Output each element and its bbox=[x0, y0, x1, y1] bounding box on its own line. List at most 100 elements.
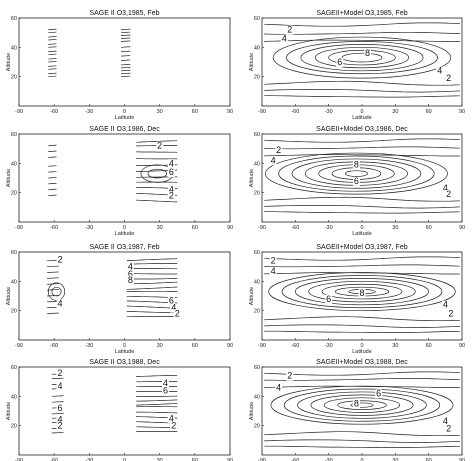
contour-line bbox=[48, 72, 57, 75]
contour-line bbox=[48, 36, 57, 38]
contour-line bbox=[264, 146, 460, 150]
x-tick-label: 0 bbox=[360, 109, 363, 115]
x-tick-label: -30 bbox=[85, 343, 93, 349]
x-tick-label: 60 bbox=[192, 458, 198, 461]
contour-label: 2 bbox=[446, 424, 451, 434]
contour-label: 2 bbox=[446, 73, 451, 83]
x-tick-label: 0 bbox=[360, 458, 363, 461]
x-axis-label: Latitude bbox=[115, 349, 135, 355]
contour-line bbox=[48, 177, 57, 179]
x-tick-label: -90 bbox=[15, 225, 23, 231]
contour-line bbox=[51, 395, 64, 397]
x-tick-label: -30 bbox=[325, 458, 333, 461]
contour-line bbox=[120, 66, 131, 69]
contour-line bbox=[344, 170, 368, 177]
x-tick-label: 90 bbox=[227, 458, 233, 461]
contour-line bbox=[48, 65, 57, 67]
contour-label: 2 bbox=[287, 371, 292, 381]
contour-line bbox=[47, 265, 59, 268]
contour-line bbox=[264, 138, 460, 143]
contour-line bbox=[264, 272, 460, 275]
x-tick-label: 0 bbox=[123, 458, 126, 461]
contour-line bbox=[341, 52, 383, 63]
contour-line bbox=[48, 188, 57, 191]
panel-title: SAGEII+Model O3,1987, Feb bbox=[316, 244, 407, 251]
y-tick-label: 40 bbox=[254, 394, 260, 400]
contour-label: 4 bbox=[128, 262, 133, 272]
contour-label: 8 bbox=[365, 48, 370, 58]
contour-label: 4 bbox=[276, 382, 281, 392]
panel-4: SAGEII+Model O3,1986, Dec -90 -60 -30 0 30 60 9… bbox=[249, 126, 465, 237]
contour-label-bg bbox=[170, 421, 178, 431]
contour-line bbox=[272, 36, 452, 79]
contour-line bbox=[48, 31, 57, 34]
panel-title: SAGEII+Model O3,1985, Feb bbox=[316, 10, 407, 17]
contour-label: 4 bbox=[282, 33, 287, 43]
contour-label-bg bbox=[162, 386, 170, 396]
contour-label-bg bbox=[325, 294, 333, 304]
contour-label: 6 bbox=[326, 294, 331, 304]
x-axis-label: Latitude bbox=[352, 115, 372, 121]
contour-line bbox=[48, 58, 57, 60]
x-tick-label: 60 bbox=[192, 225, 198, 231]
contour-line bbox=[51, 377, 64, 380]
contour-label: 2 bbox=[58, 254, 63, 264]
contour-label: 6 bbox=[163, 385, 168, 395]
contour-line bbox=[48, 61, 57, 63]
contour-line bbox=[120, 69, 131, 72]
contour-lines bbox=[264, 371, 460, 448]
x-tick-label: 60 bbox=[426, 225, 432, 231]
contour-line bbox=[48, 39, 57, 41]
contour-line bbox=[126, 273, 178, 275]
contour-line bbox=[48, 53, 57, 56]
panel-2: SAGEII+Model O3,1985, Feb -90 -60 -30 0 30 60 9… bbox=[249, 10, 465, 121]
contour-label: 2 bbox=[271, 256, 276, 266]
contour-label-bg bbox=[162, 379, 170, 389]
contour-label: 4 bbox=[163, 378, 168, 388]
contour-label-bg bbox=[352, 399, 360, 409]
y-tick-label: 40 bbox=[11, 45, 17, 51]
contour-label-bg bbox=[167, 159, 175, 169]
x-tick-label: 0 bbox=[123, 343, 126, 349]
contour-label-bg bbox=[358, 289, 366, 298]
contour-label: 8 bbox=[354, 399, 359, 409]
contour-line bbox=[126, 305, 178, 309]
contour-line bbox=[264, 154, 460, 157]
contour-label-bg bbox=[56, 421, 64, 431]
x-tick-label: -60 bbox=[50, 109, 58, 115]
contour-line bbox=[48, 50, 57, 53]
x-tick-label: 90 bbox=[227, 225, 233, 231]
contour-label: 4 bbox=[437, 66, 442, 76]
contour-line bbox=[264, 80, 460, 86]
contour-line bbox=[48, 75, 57, 78]
contour-line bbox=[126, 281, 178, 285]
y-tick-label: 60 bbox=[254, 16, 260, 22]
y-tick-label: 20 bbox=[254, 424, 260, 430]
contour-label: 6 bbox=[354, 176, 359, 186]
x-tick-label: 30 bbox=[392, 225, 398, 231]
contour-line bbox=[264, 31, 460, 35]
y-tick-label: 40 bbox=[254, 45, 260, 51]
y-tick-label: 40 bbox=[254, 161, 260, 167]
contour-line bbox=[281, 275, 443, 309]
x-tick-label: -30 bbox=[85, 458, 93, 461]
y-tick-label: 20 bbox=[254, 309, 260, 315]
y-axis-label: Altitude bbox=[6, 287, 12, 305]
contour-label-bg bbox=[170, 303, 178, 313]
contour-line bbox=[47, 282, 66, 301]
contour-line bbox=[286, 41, 438, 75]
contour-label: 2 bbox=[169, 191, 174, 201]
contour-label-bg bbox=[173, 309, 181, 319]
x-tick-label: 0 bbox=[123, 225, 126, 231]
contour-label-bg bbox=[56, 404, 64, 413]
x-tick-label: -60 bbox=[291, 109, 299, 115]
contour-label-bg bbox=[167, 191, 175, 201]
x-tick-label: -30 bbox=[85, 225, 93, 231]
x-tick-label: -90 bbox=[15, 109, 23, 115]
contour-label: 6 bbox=[169, 295, 174, 305]
contour-line bbox=[48, 150, 57, 152]
contour-label: 6 bbox=[337, 57, 342, 67]
contour-line bbox=[337, 400, 387, 410]
contour-line bbox=[297, 391, 427, 419]
